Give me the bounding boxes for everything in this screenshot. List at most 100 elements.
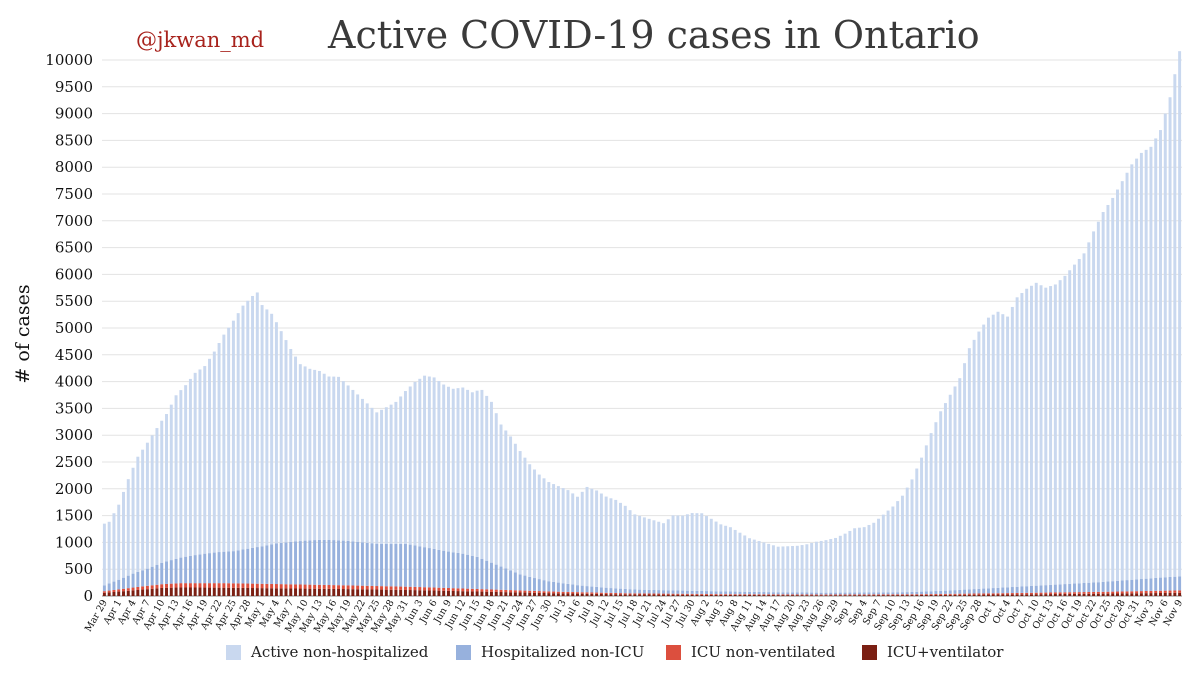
bar-segment [642,593,646,595]
bar-segment [1034,594,1038,596]
bar-segment [638,589,642,594]
bar-segment [389,544,393,587]
bar-segment [786,592,790,595]
bar-segment [900,592,904,595]
bar-segment [561,583,565,592]
bar-segment [365,585,369,590]
bar-segment [743,591,747,595]
bar-segment [1025,586,1029,593]
bar-segment [446,590,450,596]
bar-segment [165,561,168,584]
bar-segment [748,591,751,595]
bar-segment [1058,593,1062,596]
bar-segment [719,591,723,595]
bar-segment [967,593,971,595]
bar-segment [1096,593,1100,596]
bar-segment [963,594,967,596]
bar-segment [1010,594,1014,596]
bar-segment [303,540,307,585]
gridlines [102,59,1182,597]
bar-segment [150,585,154,589]
bar-segment [332,585,336,589]
bar-segment [246,548,250,584]
bar-segment [504,430,508,569]
bar-segment [628,510,632,590]
bar-segment [881,594,885,596]
bar-segment [351,389,355,542]
bar-segment [781,595,785,596]
bar-segment [886,595,890,596]
bar-segment [886,594,890,596]
bar-segment [705,594,708,596]
bar-segment [375,543,379,587]
bar-segment [728,594,732,595]
bar-segment [327,539,331,586]
bar-segment [609,588,613,593]
bar-segment [289,588,293,596]
bar-segment [112,591,116,596]
bar-segment [628,593,632,595]
bar-segment [165,587,168,596]
bar-segment [743,594,747,596]
legend-swatch [862,644,877,660]
bar-segment [1106,591,1110,594]
bar-segment [179,583,183,588]
bar-segment [155,588,159,596]
bar-segment [337,376,341,541]
bar-segment [537,592,541,596]
bar-segment [776,595,780,596]
bar-segment [408,586,412,591]
bar-segment [1053,584,1057,593]
bar-segment [910,595,914,596]
bar-segment [1154,577,1158,591]
bar-segment [561,488,565,584]
bar-segment [1130,591,1134,594]
bar-segment [771,592,775,595]
bar-segment [203,553,207,584]
bar-segment [728,527,732,592]
bar-segment [920,594,924,595]
bar-segment [1092,582,1096,592]
bar-segment [757,541,761,592]
legend-label: ICU non-ventilated [691,643,836,661]
bar-segment [762,592,766,595]
bar-segment [829,594,833,596]
bar-segment [1049,286,1053,585]
bar-segment [1001,594,1005,596]
bar-segment [327,376,331,540]
bar-segment [609,498,613,589]
bar-segment [198,583,202,588]
bar-segment [623,588,627,594]
bar-segment [1063,275,1067,585]
bar-segment [212,587,216,596]
bar-segment [561,593,565,596]
bar-segment [380,586,384,590]
bar-segment [1053,592,1057,595]
bar-segment [1015,297,1019,587]
bar-segment [370,589,374,596]
bar-segment [509,590,513,593]
bar-segment [518,451,522,575]
bar-segment [466,591,470,596]
bar-segment [533,578,536,591]
bar-segment [1144,593,1148,596]
bar-segment [265,545,269,584]
bar-segment [418,378,422,547]
bar-segment [1163,577,1167,591]
bar-segment [733,529,737,592]
bar-segment [480,558,484,590]
bar-segment [1029,594,1033,596]
bar-segment [738,594,742,596]
bar-segment [523,457,527,576]
bar-segment [991,314,995,589]
bar-segment [470,588,474,592]
bar-segment [595,586,599,593]
bar-segment [1015,592,1019,595]
y-tick-label: 7000 [55,212,93,230]
bar-segment [1106,581,1110,592]
bar-segment [939,411,943,591]
bar-segment [1154,138,1158,578]
bar-segment [843,533,847,593]
bar-segment [399,396,403,544]
